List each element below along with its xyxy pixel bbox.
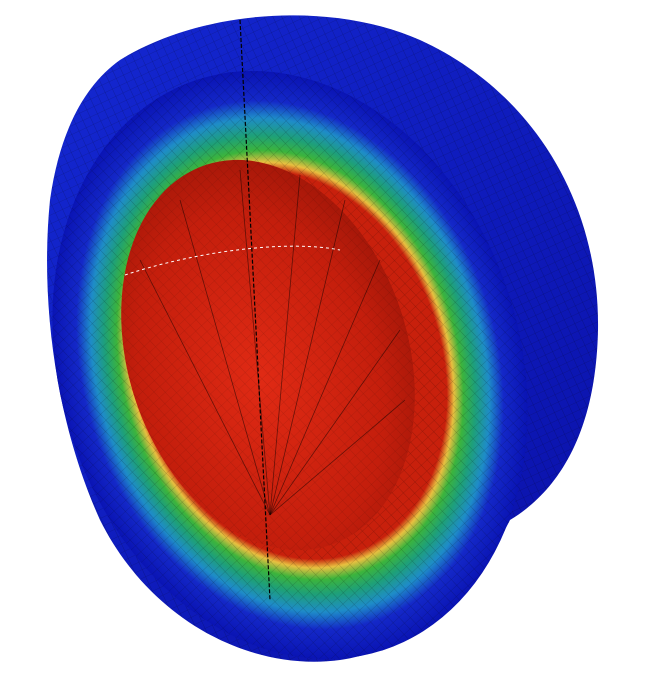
cavity-meridians [139, 169, 406, 516]
cavity-mesh [121, 159, 415, 551]
section-line [239, 19, 271, 601]
seam-line [124, 245, 341, 276]
